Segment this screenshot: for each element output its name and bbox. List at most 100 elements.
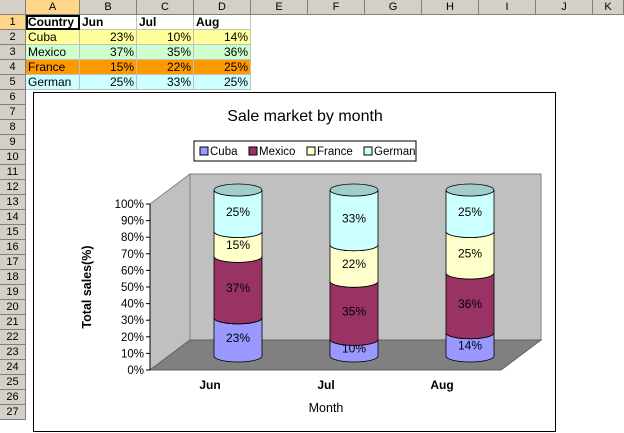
legend-label-german: German — [374, 146, 416, 158]
data-label-german-jun: 25% — [226, 205, 250, 219]
row-header-6[interactable]: 6 — [0, 90, 26, 105]
y-tick-label: 60% — [121, 265, 144, 277]
x-axis-label: Month — [309, 401, 344, 415]
legend-label-mexico: Mexico — [259, 146, 295, 158]
data-label-german-jul: 33% — [342, 211, 366, 225]
column-header-i[interactable]: I — [479, 0, 536, 15]
x-tick-label: Jul — [317, 378, 334, 392]
row-header-7[interactable]: 7 — [0, 105, 26, 120]
column-header-a[interactable]: A — [26, 0, 80, 15]
row-header-25[interactable]: 25 — [0, 375, 26, 390]
column-header-j[interactable]: J — [536, 0, 593, 15]
row-header-8[interactable]: 8 — [0, 120, 26, 135]
column-header-k[interactable]: K — [593, 0, 624, 15]
legend-label-cuba: Cuba — [210, 146, 238, 158]
x-tick-label: Jun — [199, 378, 220, 392]
legend-swatch-german — [363, 146, 373, 156]
select-all-corner[interactable] — [0, 0, 26, 15]
cell-aug-mexico[interactable]: 36% — [194, 45, 251, 60]
row-header-17[interactable]: 17 — [0, 255, 26, 270]
row-header-12[interactable]: 12 — [0, 180, 26, 195]
y-tick-label: 40% — [121, 299, 144, 311]
row-header-10[interactable]: 10 — [0, 150, 26, 165]
data-label-mexico-jul: 35% — [342, 304, 366, 318]
data-label-mexico-aug: 36% — [458, 297, 482, 311]
column-header-e[interactable]: E — [251, 0, 308, 15]
row-header-1[interactable]: 1 — [0, 15, 26, 30]
chart-legend — [193, 140, 417, 162]
row-header-2[interactable]: 2 — [0, 30, 26, 45]
row-header-14[interactable]: 14 — [0, 210, 26, 225]
bar-cap-german-jul — [329, 183, 379, 197]
row-header-15[interactable]: 15 — [0, 225, 26, 240]
cell-jul-mexico[interactable]: 35% — [137, 45, 194, 60]
y-tick-label: 100% — [115, 199, 144, 211]
cell-header-country[interactable]: Country — [26, 15, 80, 30]
cell-jun-german[interactable]: 25% — [80, 75, 137, 90]
chart-title: Sale market by month — [227, 108, 383, 125]
y-tick-label: 90% — [121, 216, 144, 228]
bar-cap-german-aug — [445, 183, 495, 197]
cell-country-mexico[interactable]: Mexico — [26, 45, 80, 60]
y-tick-label: 10% — [121, 348, 144, 360]
chart-svg: Sale market by month Cuba Mexico France Germ… — [80, 108, 543, 415]
data-label-france-aug: 25% — [458, 246, 482, 260]
row-header-24[interactable]: 24 — [0, 360, 26, 375]
cell-jul-france[interactable]: 22% — [137, 60, 194, 75]
cell-aug-france[interactable]: 25% — [194, 60, 251, 75]
cell-jun-france[interactable]: 15% — [80, 60, 137, 75]
row-header-23[interactable]: 23 — [0, 345, 26, 360]
row-header-3[interactable]: 3 — [0, 45, 26, 60]
column-header-f[interactable]: F — [308, 0, 365, 15]
cell-jul-cuba[interactable]: 10% — [137, 30, 194, 45]
column-header-g[interactable]: G — [365, 0, 422, 15]
y-tick-label: 0% — [127, 365, 144, 377]
y-tick-label: 30% — [121, 315, 144, 327]
row-header-5[interactable]: 5 — [0, 75, 26, 90]
x-tick-label: Aug — [430, 378, 453, 392]
cell-header-aug[interactable]: Aug — [194, 15, 251, 30]
data-label-cuba-aug: 14% — [458, 338, 482, 352]
cell-aug-cuba[interactable]: 14% — [194, 30, 251, 45]
legend-swatch-france — [306, 146, 316, 156]
cell-country-cuba[interactable]: Cuba — [26, 30, 80, 45]
chart-side-wall — [149, 173, 191, 371]
cell-header-jul[interactable]: Jul — [137, 15, 194, 30]
cell-header-jun[interactable]: Jun — [80, 15, 137, 30]
data-label-mexico-jun: 37% — [226, 281, 250, 295]
y-tick-label: 70% — [121, 249, 144, 261]
y-tick-label: 80% — [121, 232, 144, 244]
legend-swatch-cuba — [199, 146, 209, 156]
cell-country-german[interactable]: German — [26, 75, 80, 90]
row-header-26[interactable]: 26 — [0, 390, 26, 405]
y-tick-label: 20% — [121, 332, 144, 344]
column-header-b[interactable]: B — [80, 0, 137, 15]
data-label-france-jul: 22% — [342, 257, 366, 271]
row-header-13[interactable]: 13 — [0, 195, 26, 210]
data-label-german-aug: 25% — [458, 205, 482, 219]
row-header-19[interactable]: 19 — [0, 285, 26, 300]
column-header-d[interactable]: D — [194, 0, 251, 15]
data-label-france-jun: 15% — [226, 238, 250, 252]
bar-cap-german-jun — [213, 183, 263, 197]
cell-jun-cuba[interactable]: 23% — [80, 30, 137, 45]
cell-country-france[interactable]: France — [26, 60, 80, 75]
row-header-21[interactable]: 21 — [0, 315, 26, 330]
row-header-9[interactable]: 9 — [0, 135, 26, 150]
chart-area[interactable]: Sale market by month Cuba Mexico France Germ… — [33, 92, 556, 432]
column-header-h[interactable]: H — [422, 0, 479, 15]
column-header-c[interactable]: C — [137, 0, 194, 15]
data-label-cuba-jun: 23% — [226, 331, 250, 345]
row-header-22[interactable]: 22 — [0, 330, 26, 345]
y-axis-label: Total sales(%) — [80, 245, 94, 328]
cell-aug-german[interactable]: 25% — [194, 75, 251, 90]
row-header-20[interactable]: 20 — [0, 300, 26, 315]
cell-jun-mexico[interactable]: 37% — [80, 45, 137, 60]
row-header-4[interactable]: 4 — [0, 60, 26, 75]
row-header-16[interactable]: 16 — [0, 240, 26, 255]
cell-jul-german[interactable]: 33% — [137, 75, 194, 90]
row-header-18[interactable]: 18 — [0, 270, 26, 285]
row-header-27[interactable]: 27 — [0, 405, 26, 420]
row-header-11[interactable]: 11 — [0, 165, 26, 180]
